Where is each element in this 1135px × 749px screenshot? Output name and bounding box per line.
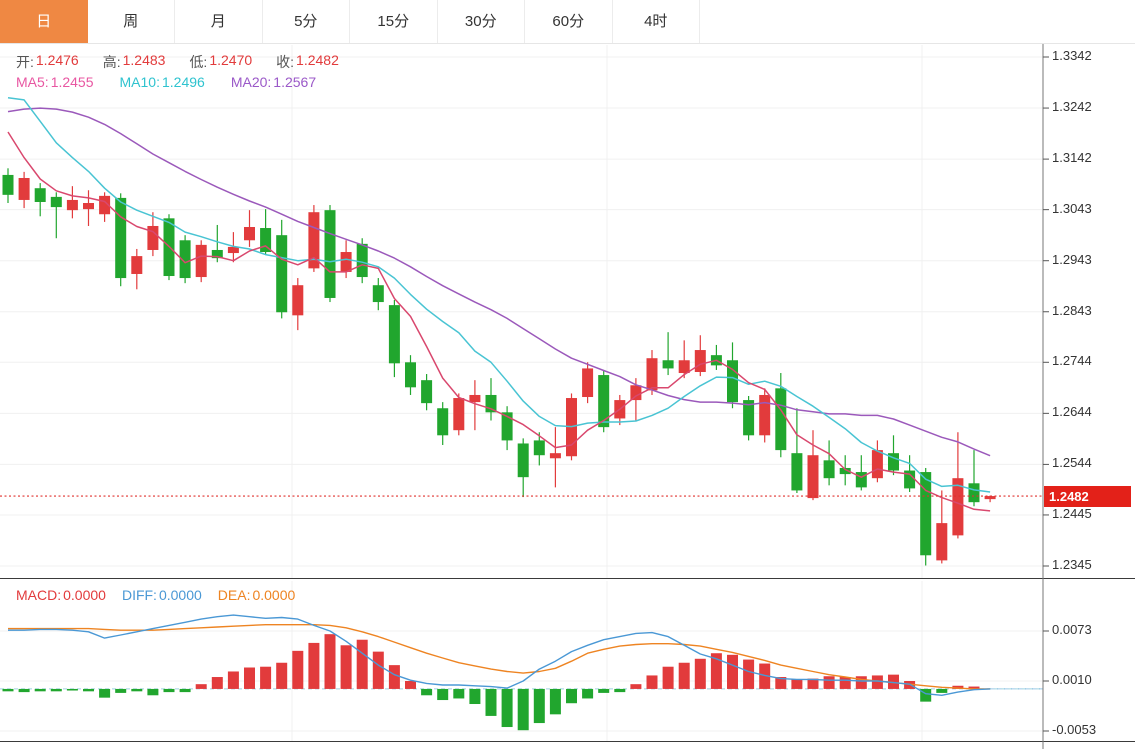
- dea-label: DEA:: [217, 587, 251, 603]
- macd-panel[interactable]: [0, 581, 1043, 741]
- price-tick-label: 1.3242: [1052, 99, 1092, 115]
- close-label: 收:: [276, 54, 295, 70]
- close-readout: 收: 1.2482: [276, 52, 339, 72]
- ma20-value: 1.2567: [273, 74, 317, 90]
- ma-legend: MA5: 1.2455 MA10: 1.2496 MA20: 1.2567: [16, 74, 316, 90]
- tab-timeframe-6[interactable]: 60分: [525, 0, 613, 43]
- price-tick-label: 1.3043: [1052, 200, 1092, 216]
- ma5-label: MA5:: [16, 74, 49, 90]
- diff-value: 0.0000: [158, 587, 202, 603]
- macd-value: 0.0000: [63, 587, 106, 603]
- ma20-readout: MA20: 1.2567: [231, 74, 316, 90]
- price-tick-label: 1.2744: [1052, 353, 1092, 369]
- ma5-readout: MA5: 1.2455: [16, 74, 94, 90]
- tab-timeframe-7[interactable]: 4时: [612, 0, 700, 43]
- price-tick-label: 1.3342: [1052, 48, 1092, 63]
- ohlc-legend: 开: 1.2476 高: 1.2483 低: 1.2470 收: 1.2482: [16, 52, 339, 72]
- price-tick-label: 1.2345: [1052, 557, 1092, 572]
- close-value: 1.2482: [296, 52, 339, 68]
- diff-label: DIFF:: [121, 587, 157, 603]
- open-readout: 开: 1.2476: [16, 52, 79, 72]
- last-price-tag: 1.2482: [1044, 485, 1131, 507]
- open-label: 开:: [16, 54, 34, 70]
- ma5-value: 1.2455: [50, 74, 94, 90]
- price-tick-label: 1.2644: [1052, 404, 1092, 420]
- tab-timeframe-1[interactable]: 周: [87, 0, 175, 43]
- high-value: 1.2483: [122, 52, 166, 68]
- ma20-label: MA20:: [230, 74, 272, 90]
- macd-tick-label: 0.0073: [1052, 622, 1092, 637]
- macd-readout: MACD: 0.0000: [16, 587, 106, 603]
- tab-timeframe-0[interactable]: 日: [0, 0, 88, 43]
- high-readout: 高: 1.2483: [103, 52, 166, 72]
- tab-timeframe-4[interactable]: 15分: [350, 0, 438, 43]
- dea-value: 0.0000: [252, 587, 296, 603]
- high-label: 高:: [102, 54, 121, 70]
- tab-timeframe-2[interactable]: 月: [175, 0, 263, 43]
- price-tick-label: 1.2943: [1052, 251, 1092, 267]
- tab-timeframe-5[interactable]: 30分: [437, 0, 525, 43]
- ma10-label: MA10:: [119, 74, 160, 90]
- low-value: 1.2470: [209, 52, 253, 68]
- dea-readout: DEA: 0.0000: [218, 587, 296, 603]
- macd-legend: MACD: 0.0000 DIFF: 0.0000 DEA: 0.0000: [16, 587, 295, 603]
- tab-timeframe-3[interactable]: 5分: [262, 0, 350, 43]
- ma10-value: 1.2496: [161, 74, 205, 90]
- price-tick-label: 1.2544: [1052, 455, 1092, 471]
- ma10-readout: MA10: 1.2496: [120, 74, 205, 90]
- low-label: 低:: [189, 54, 208, 70]
- macd-tick-label: 0.0010: [1052, 672, 1092, 687]
- price-tick-label: 1.2843: [1052, 302, 1092, 318]
- price-tick-label: 1.3142: [1052, 150, 1092, 166]
- main-candlestick-chart[interactable]: [0, 45, 1043, 578]
- macd-tick-label: -0.0053: [1052, 722, 1097, 737]
- diff-readout: DIFF: 0.0000: [122, 587, 202, 603]
- timeframe-tabbar: 日周月 5分 15分 30分 60分 4时: [0, 0, 1135, 44]
- open-value: 1.2476: [35, 52, 79, 68]
- price-tick-label: 1.2445: [1052, 505, 1092, 521]
- low-readout: 低: 1.2470: [189, 52, 252, 72]
- macd-label: MACD:: [16, 587, 62, 603]
